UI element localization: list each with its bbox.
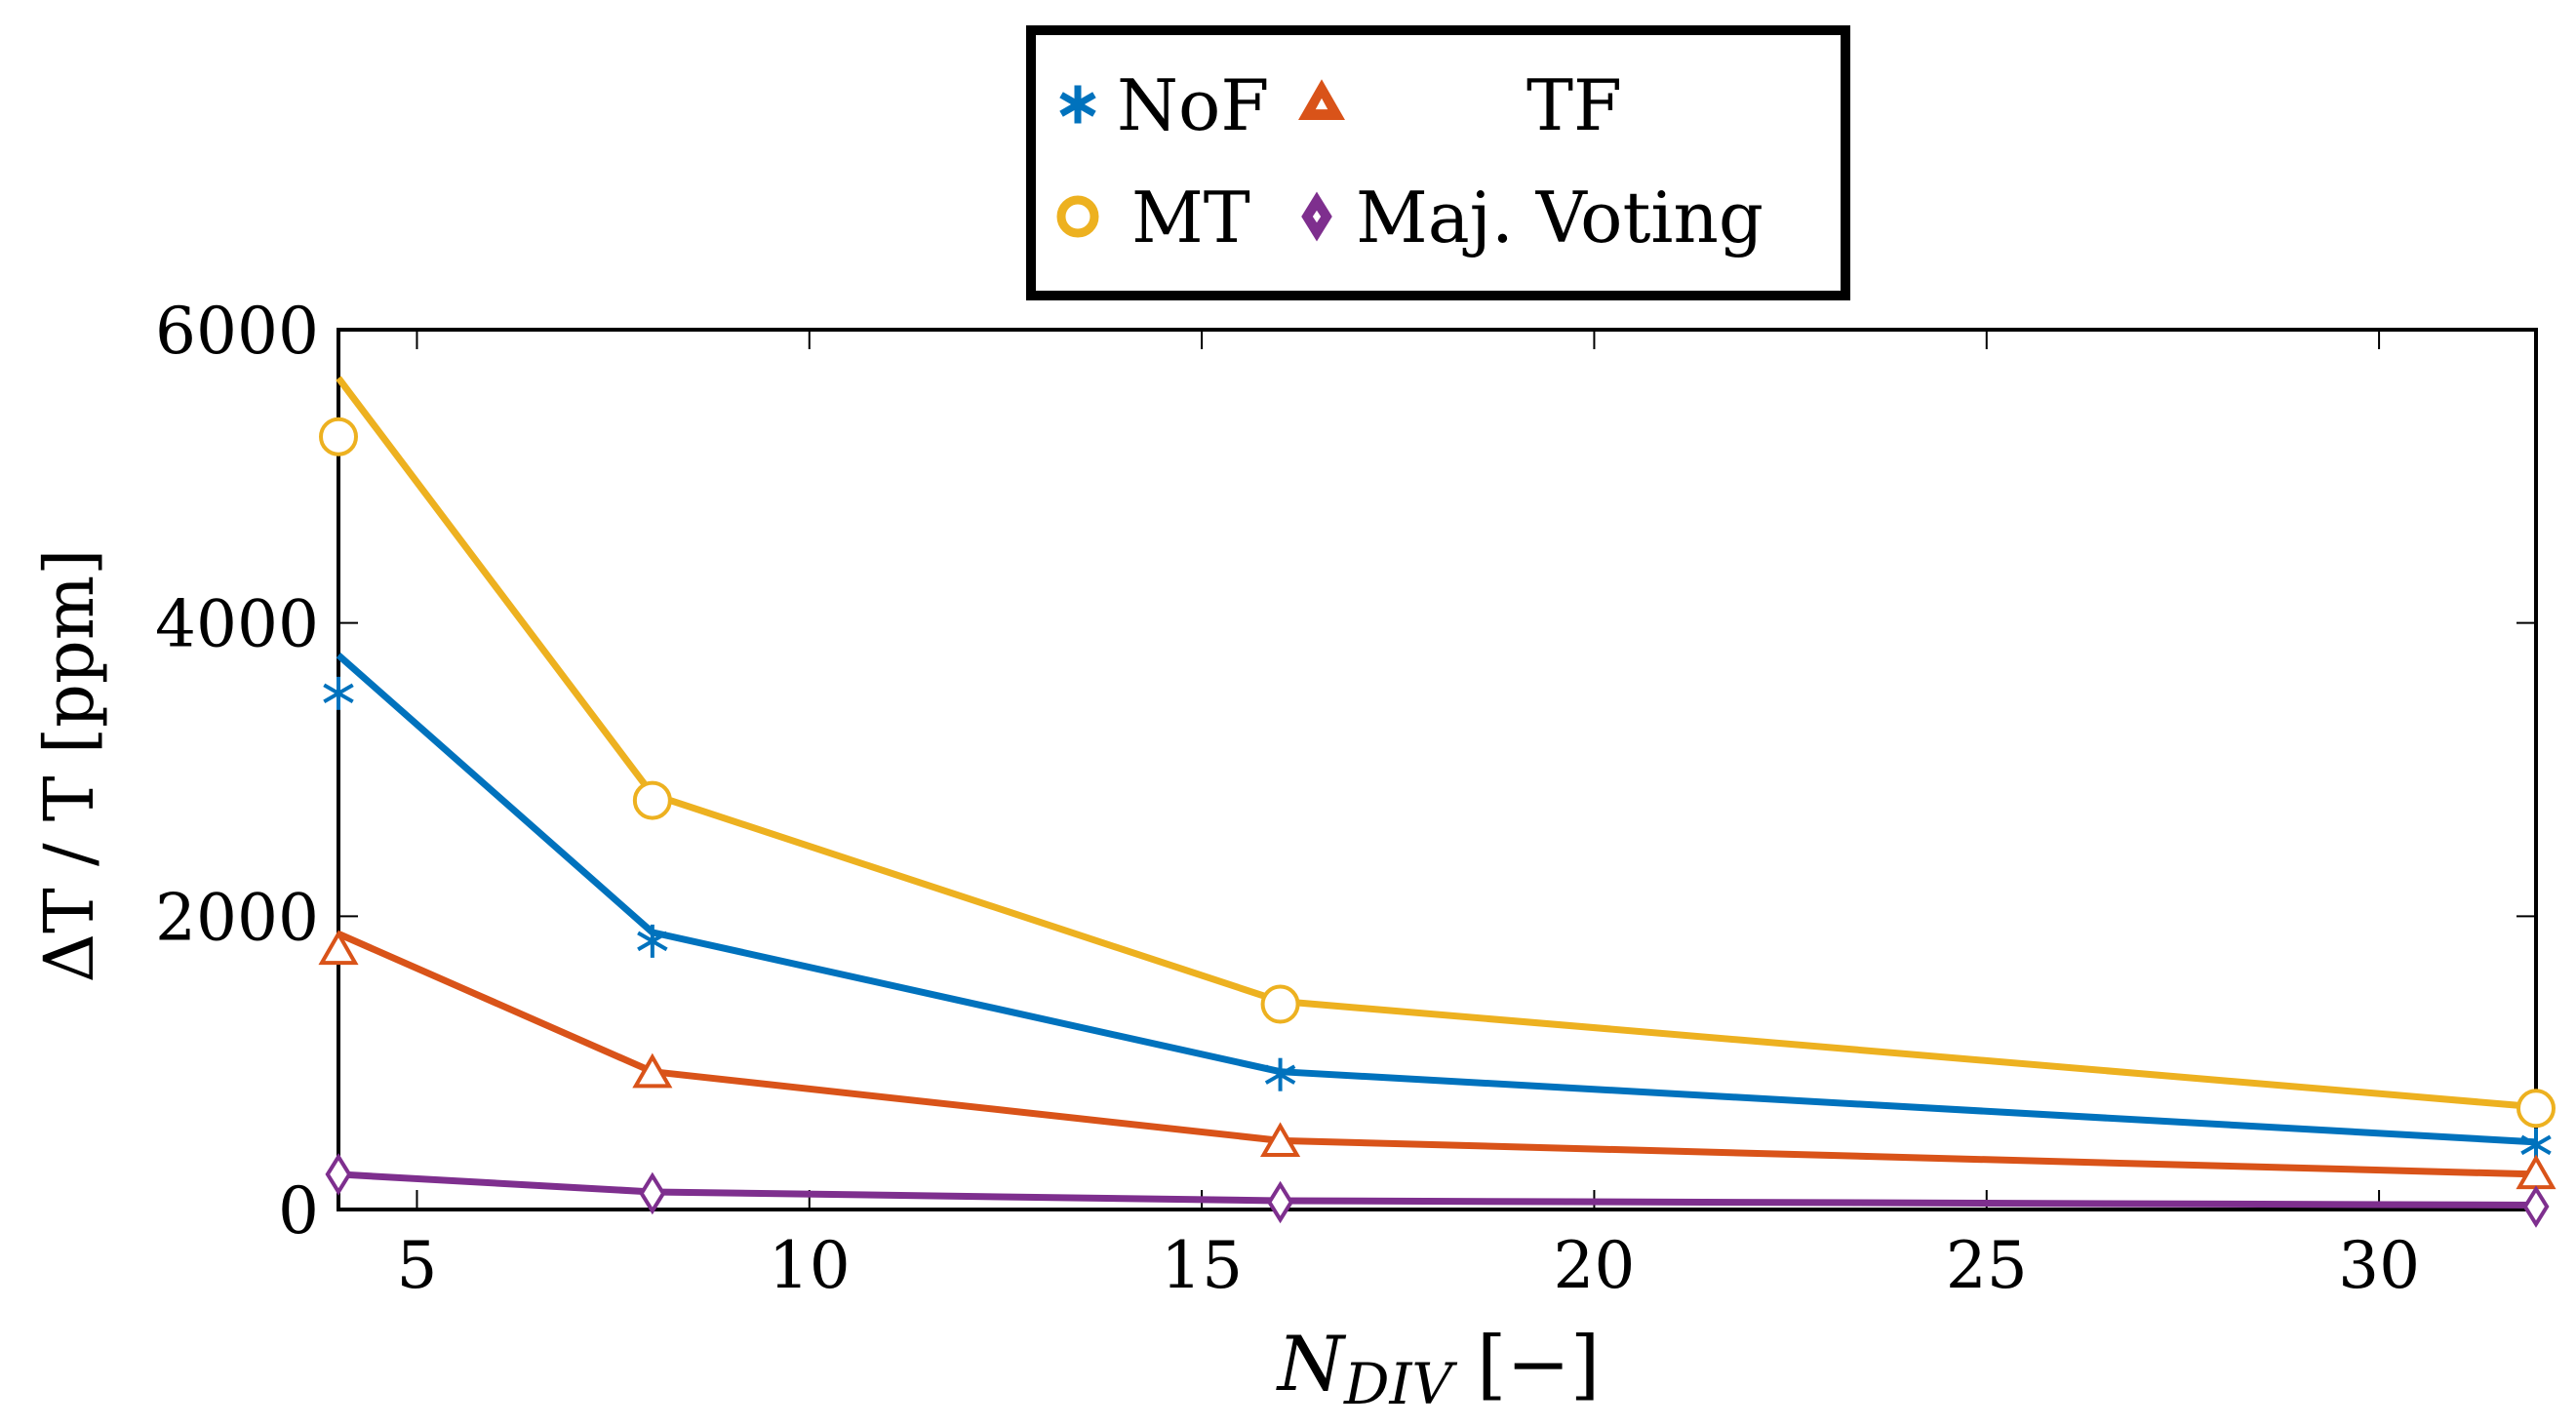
data-point-mt	[2517, 1089, 2556, 1129]
data-point-maj-voting	[1267, 1180, 1294, 1224]
legend-marker-tf	[1298, 79, 1345, 120]
legend-marker-nof	[1059, 85, 1096, 124]
legend-label-tf: TF	[1526, 64, 1622, 146]
x-tick-label: 20	[1553, 1228, 1635, 1303]
series-markers	[318, 416, 2556, 1228]
x-axis-label-main: N	[1276, 1321, 1347, 1408]
data-point-mt	[632, 780, 672, 820]
data-point-mt	[319, 416, 358, 456]
series-line-maj-voting	[337, 1170, 2537, 1209]
series-line-nof	[336, 653, 2537, 1146]
data-point-nof	[637, 924, 668, 958]
series-lines	[336, 376, 2537, 1209]
y-tick-label: 4000	[155, 587, 319, 662]
x-tick-label: 5	[396, 1228, 437, 1303]
x-tick-label: 10	[769, 1228, 851, 1303]
axis-ticks: 5 10 15 20 25 30 0 2000 4000 6000	[155, 294, 2536, 1303]
series-line-mt	[336, 376, 2537, 1111]
x-tick-label: 15	[1161, 1228, 1243, 1303]
data-point-tf	[632, 1052, 673, 1089]
legend-marker-maj-voting	[1301, 191, 1332, 242]
plot-area: 5 10 15 20 25 30 0 2000 4000 6000	[155, 294, 2556, 1303]
x-axis-label: NDIV [−]	[1276, 1321, 1601, 1417]
legend-box	[1026, 25, 1850, 300]
plot-frame	[337, 328, 2538, 1211]
x-axis-label-subscript: DIV	[1343, 1351, 1457, 1417]
data-point-maj-voting	[639, 1171, 666, 1215]
data-point-maj-voting	[325, 1153, 352, 1196]
data-point-maj-voting	[2522, 1185, 2550, 1228]
y-axis-label: ΔT / T [ppm]	[29, 549, 109, 983]
data-point-nof	[323, 676, 354, 710]
legend-label-mt: MT	[1131, 177, 1250, 258]
x-axis-label-unit: [−]	[1452, 1321, 1600, 1408]
y-tick-label: 2000	[155, 880, 319, 955]
legend-label-nof: NoF	[1117, 64, 1269, 146]
data-point-mt	[1260, 984, 1300, 1024]
legend-label-maj-voting: Maj. Voting	[1356, 177, 1764, 258]
x-tick-label: 30	[2338, 1228, 2420, 1303]
y-tick-label: 6000	[155, 294, 319, 369]
legend: NoF TF MT Maj. Voting	[1026, 25, 1850, 300]
legend-marker-mt	[1056, 195, 1099, 238]
series-line-tf	[337, 931, 2537, 1178]
data-point-nof	[1264, 1057, 1296, 1091]
data-point-tf	[318, 930, 359, 966]
x-tick-label: 25	[1946, 1228, 2028, 1303]
data-point-tf	[1260, 1122, 1301, 1158]
y-tick-label: 0	[278, 1173, 319, 1249]
